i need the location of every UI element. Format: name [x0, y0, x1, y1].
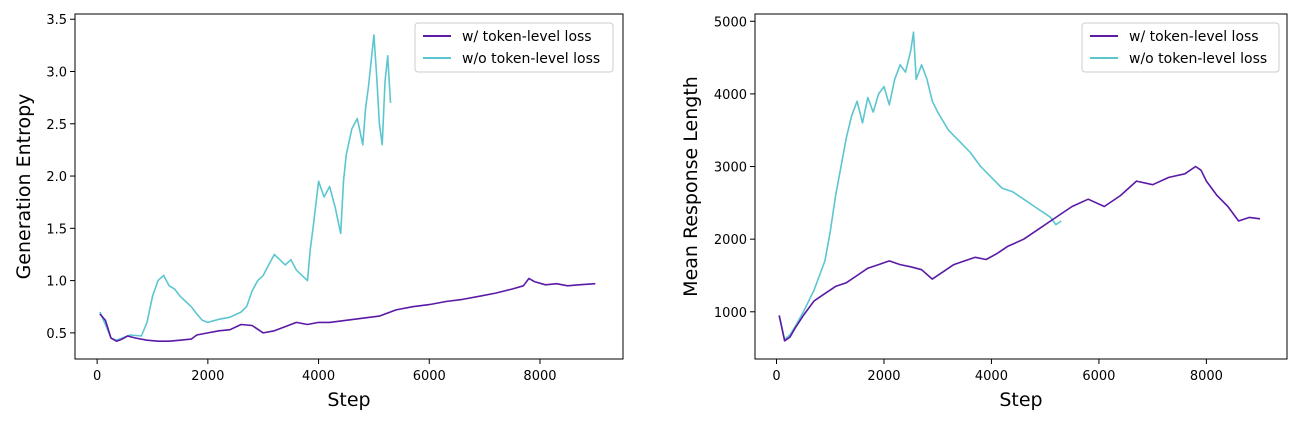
chart-panel-2: 0 2000 4000 6000 8000 1000 2000 3000 4000 5000 Ste…	[680, 13, 1288, 411]
legend-box	[1081, 22, 1280, 73]
y-tick-label: 1.5	[46, 222, 67, 237]
series-line-2	[99, 34, 392, 342]
y-tick-label: 1.0	[46, 275, 67, 290]
y-tick-label: 2000	[714, 233, 747, 248]
y-tick-label: 3.0	[46, 66, 67, 81]
y-axis-label: Mean Response Length	[680, 76, 702, 297]
legend-label: w/o token-level loss	[462, 51, 600, 67]
x-tick-label: 2000	[867, 369, 900, 384]
y-axis-label: Generation Entropy	[13, 94, 35, 280]
y-tick-label: 3.5	[46, 13, 67, 28]
x-tick-label: 2000	[191, 369, 224, 384]
plot-frame	[74, 13, 624, 360]
x-tick-label: 0	[772, 369, 780, 384]
x-tick-label: 0	[93, 369, 101, 384]
y-tick-label: 2.0	[46, 170, 67, 185]
y-tick-label: 4000	[714, 88, 747, 103]
series-line-1	[99, 277, 596, 343]
legend: w/ token-level loss w/o token-level loss	[414, 22, 614, 73]
x-tick-label: 6000	[413, 369, 446, 384]
y-tick-label: 1000	[714, 306, 747, 321]
x-tick-label: 6000	[1082, 369, 1115, 384]
plot-frame	[754, 13, 1288, 360]
series-line-2	[778, 31, 1062, 341]
legend-box	[414, 22, 614, 73]
legend-label: w/ token-level loss	[462, 29, 592, 45]
chart-panel-1: 0 2000 4000 6000 8000 0.5 1.0 1.5 2.0 2.5 3.0 3.5 St…	[13, 13, 624, 411]
x-tick-label: 4000	[975, 369, 1008, 384]
y-tick-label: 2.5	[46, 118, 67, 133]
y-tick-label: 3000	[714, 161, 747, 176]
series-line-1	[778, 165, 1261, 342]
y-tick-label: 0.5	[46, 327, 67, 342]
x-axis-label: Step	[999, 389, 1042, 411]
x-axis-label: Step	[327, 389, 370, 411]
legend: w/ token-level loss w/o token-level loss	[1081, 22, 1280, 73]
y-tick-label: 5000	[714, 15, 747, 30]
x-tick-label: 8000	[1190, 369, 1223, 384]
x-tick-label: 8000	[523, 369, 556, 384]
legend-label: w/o token-level loss	[1129, 51, 1267, 67]
x-tick-label: 4000	[302, 369, 335, 384]
legend-label: w/ token-level loss	[1129, 29, 1259, 45]
